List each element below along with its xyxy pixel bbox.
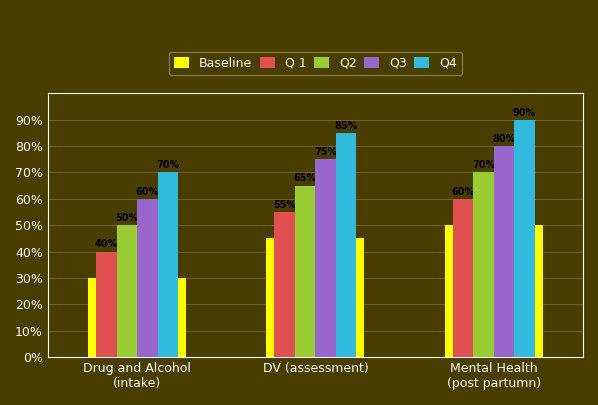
- Text: 75%: 75%: [314, 147, 337, 157]
- Bar: [295, 185, 315, 357]
- Bar: [157, 173, 178, 357]
- Bar: [137, 199, 157, 357]
- Bar: [266, 239, 365, 357]
- Legend: Baseline, Q 1, Q2, Q3, Q4: Baseline, Q 1, Q2, Q3, Q4: [169, 52, 462, 75]
- Text: 70%: 70%: [472, 160, 495, 170]
- Text: 90%: 90%: [513, 107, 536, 117]
- Text: 65%: 65%: [294, 173, 317, 183]
- Bar: [88, 278, 186, 357]
- Text: 70%: 70%: [156, 160, 179, 170]
- Bar: [445, 225, 543, 357]
- Bar: [274, 212, 295, 357]
- Text: 50%: 50%: [482, 213, 505, 223]
- Text: 85%: 85%: [334, 121, 358, 131]
- Text: 60%: 60%: [136, 187, 159, 197]
- Bar: [494, 146, 514, 357]
- Bar: [473, 173, 494, 357]
- Text: 50%: 50%: [115, 213, 138, 223]
- Text: 80%: 80%: [492, 134, 515, 144]
- Text: 55%: 55%: [273, 200, 296, 210]
- Bar: [117, 225, 137, 357]
- Text: 40%: 40%: [94, 239, 118, 249]
- Bar: [96, 252, 117, 357]
- Bar: [514, 119, 535, 357]
- Text: 30%: 30%: [126, 266, 149, 276]
- Bar: [315, 159, 336, 357]
- Bar: [453, 199, 473, 357]
- Text: 60%: 60%: [451, 187, 475, 197]
- Text: 45%: 45%: [304, 226, 327, 236]
- Bar: [336, 133, 356, 357]
